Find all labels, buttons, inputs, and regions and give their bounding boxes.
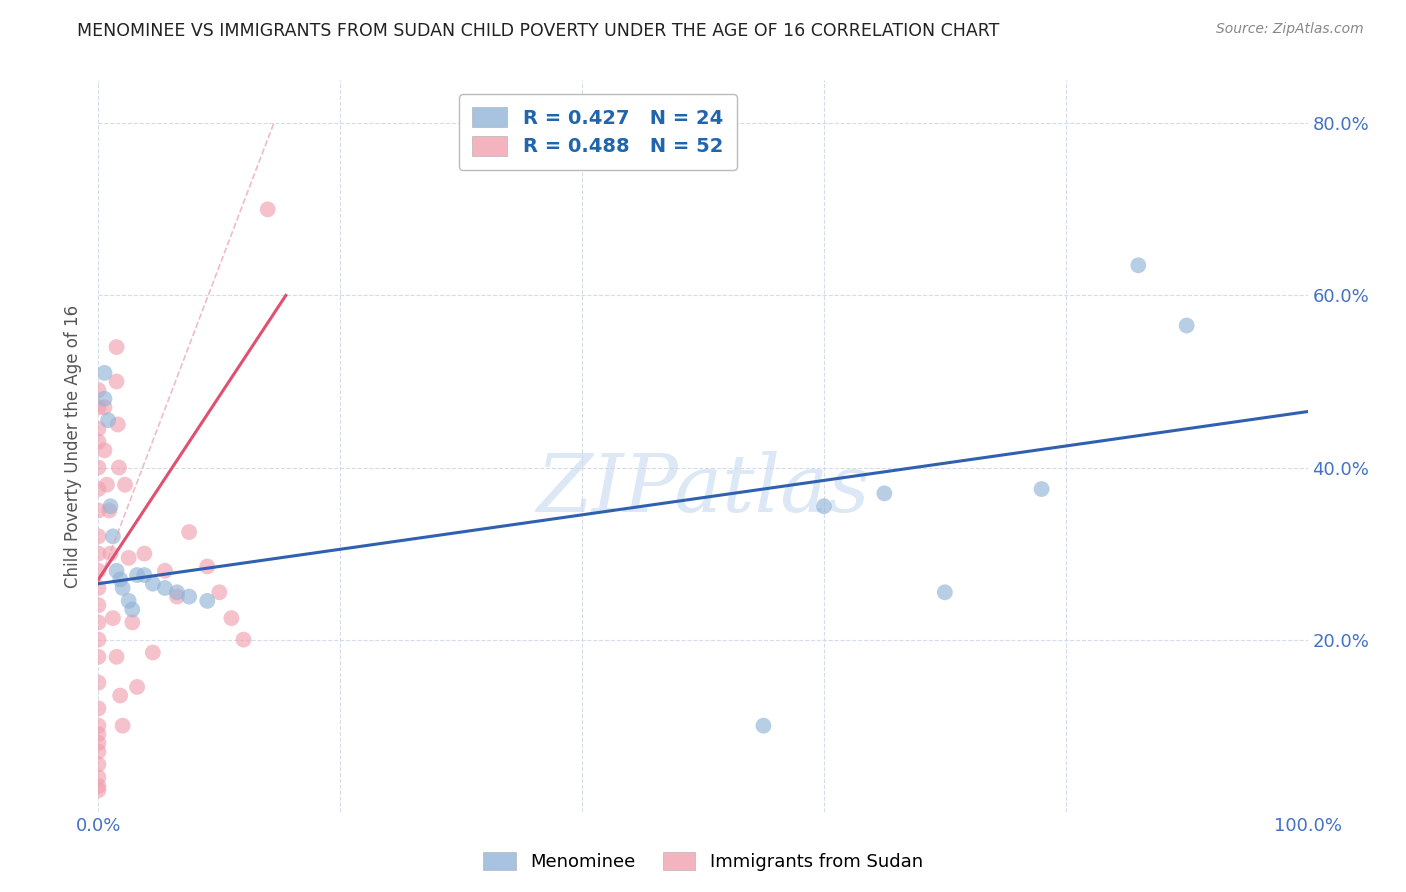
Point <box>87 744 110 758</box>
Point <box>93 443 115 458</box>
Point <box>179 524 201 539</box>
Point <box>98 503 121 517</box>
Point <box>105 564 128 578</box>
Point <box>179 590 201 604</box>
Point <box>127 568 149 582</box>
Point <box>87 598 110 612</box>
Point <box>105 375 128 389</box>
Point <box>108 689 131 703</box>
Point <box>100 500 122 514</box>
Legend: R = 0.427   N = 24, R = 0.488   N = 52: R = 0.427 N = 24, R = 0.488 N = 52 <box>458 94 737 169</box>
Point <box>208 585 231 599</box>
Point <box>87 615 110 630</box>
Point <box>100 547 122 561</box>
Point <box>134 547 156 561</box>
Point <box>1128 258 1150 272</box>
Point <box>111 719 134 733</box>
Point <box>87 649 110 664</box>
Point <box>934 585 956 599</box>
Point <box>107 417 129 432</box>
Point <box>114 477 136 491</box>
Point <box>87 783 110 797</box>
Point <box>121 615 143 630</box>
Legend: Menominee, Immigrants from Sudan: Menominee, Immigrants from Sudan <box>477 845 929 879</box>
Point <box>118 550 141 565</box>
Point <box>87 770 110 784</box>
Point <box>87 727 110 741</box>
Point <box>87 701 110 715</box>
Point <box>87 401 110 415</box>
Y-axis label: Child Poverty Under the Age of 16: Child Poverty Under the Age of 16 <box>65 304 83 588</box>
Point <box>101 611 124 625</box>
Point <box>111 581 134 595</box>
Point <box>87 383 110 397</box>
Point <box>87 503 110 517</box>
Text: Source: ZipAtlas.com: Source: ZipAtlas.com <box>1216 22 1364 37</box>
Point <box>93 392 115 406</box>
Point <box>142 576 165 591</box>
Point <box>195 559 218 574</box>
Point <box>87 460 110 475</box>
Point <box>121 602 143 616</box>
Point <box>105 649 128 664</box>
Point <box>93 401 115 415</box>
Point <box>105 340 128 354</box>
Point <box>108 573 131 587</box>
Point <box>87 779 110 793</box>
Point <box>153 564 176 578</box>
Point <box>87 736 110 750</box>
Point <box>97 413 120 427</box>
Point <box>93 366 115 380</box>
Point <box>142 646 165 660</box>
Point <box>153 581 176 595</box>
Point <box>166 590 188 604</box>
Point <box>87 529 110 543</box>
Point <box>87 564 110 578</box>
Point <box>195 594 218 608</box>
Point <box>256 202 278 217</box>
Point <box>1175 318 1198 333</box>
Point <box>166 585 188 599</box>
Point <box>813 500 835 514</box>
Point <box>87 422 110 436</box>
Point <box>101 529 124 543</box>
Point <box>221 611 243 625</box>
Point <box>134 568 156 582</box>
Point <box>87 675 110 690</box>
Point <box>87 581 110 595</box>
Point <box>87 434 110 449</box>
Point <box>87 757 110 772</box>
Point <box>87 719 110 733</box>
Point <box>232 632 254 647</box>
Point <box>87 547 110 561</box>
Point <box>118 594 141 608</box>
Point <box>108 460 131 475</box>
Point <box>87 482 110 496</box>
Point <box>87 632 110 647</box>
Point <box>96 477 118 491</box>
Text: MENOMINEE VS IMMIGRANTS FROM SUDAN CHILD POVERTY UNDER THE AGE OF 16 CORRELATION: MENOMINEE VS IMMIGRANTS FROM SUDAN CHILD… <box>77 22 1000 40</box>
Point <box>752 719 775 733</box>
Point <box>1031 482 1053 496</box>
Text: ZIPatlas: ZIPatlas <box>536 451 870 529</box>
Point <box>127 680 149 694</box>
Point <box>873 486 896 500</box>
